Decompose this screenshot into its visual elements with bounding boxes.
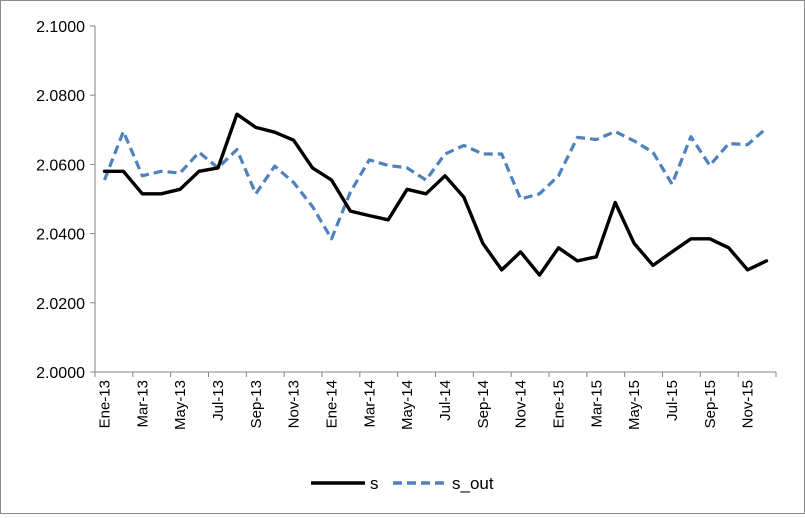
y-tick-label: 2.0200 xyxy=(36,296,85,313)
x-tick-label: Nov-14 xyxy=(513,380,530,428)
x-tick-label: May-14 xyxy=(399,380,416,430)
x-tick-label: Ene-15 xyxy=(550,380,567,428)
x-tick-label: May-15 xyxy=(626,380,643,430)
x-tick-label: Sep-15 xyxy=(702,380,719,428)
x-tick-label: Jul-15 xyxy=(664,380,681,421)
x-tick-label: Ene-13 xyxy=(96,380,113,428)
series-line-s xyxy=(102,112,769,277)
y-tick-label: 2.0800 xyxy=(36,88,85,105)
x-tick-label: Mar-14 xyxy=(361,380,378,428)
x-tick-label: Nov-13 xyxy=(286,380,303,428)
x-tick-label: Sep-14 xyxy=(475,380,492,428)
x-tick-label: Mar-13 xyxy=(134,380,151,428)
y-axis: 2.0000 2.0200 2.0400 2.0600 2.0800 2.1000 xyxy=(36,19,96,382)
x-tick-label: May-13 xyxy=(172,380,189,430)
x-tick-label: Jul-13 xyxy=(210,380,227,421)
y-tick-label: 2.1000 xyxy=(36,19,85,36)
x-axis: Ene-13 Mar-13 May-13 Jul-13 Sep-13 Nov-13 Ene-… xyxy=(94,371,777,430)
legend: s s_out xyxy=(311,474,494,493)
legend-label-s: s xyxy=(370,474,379,493)
x-tick-label: Sep-13 xyxy=(248,380,265,428)
x-tick-label: Mar-15 xyxy=(588,380,605,428)
y-tick-label: 2.0400 xyxy=(36,227,85,244)
series-line-s-out xyxy=(103,126,768,241)
y-tick-label: 2.0600 xyxy=(36,157,85,174)
x-tick-label: Jul-14 xyxy=(437,380,454,421)
legend-label-s-out: s_out xyxy=(452,474,494,493)
plot-series xyxy=(102,112,769,277)
x-tick-label: Ene-14 xyxy=(323,380,340,428)
x-tick-label: Nov-15 xyxy=(740,380,757,428)
y-tick-label: 2.0000 xyxy=(36,365,85,382)
